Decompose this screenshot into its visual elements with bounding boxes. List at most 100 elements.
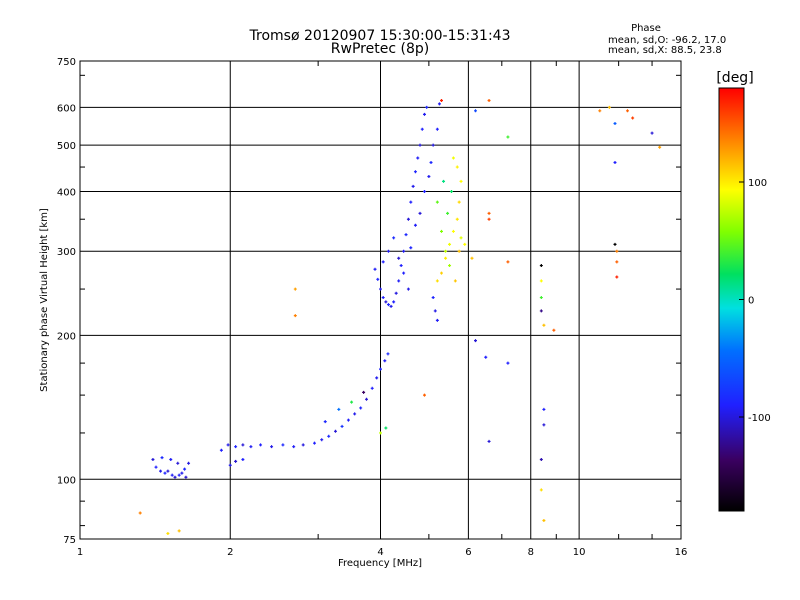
echo-point <box>435 200 439 204</box>
echo-point <box>219 448 223 452</box>
echo-point <box>301 443 305 447</box>
echo-point <box>448 242 452 246</box>
echo-point <box>613 122 617 126</box>
echo-point <box>487 439 491 443</box>
phase-stats-x-mode: mean, sd,X: 88.5, 23.8 <box>608 45 722 56</box>
colorbar-tick-label: 0 <box>748 296 754 307</box>
echo-point <box>249 445 253 449</box>
x-tick-label: 4 <box>377 547 383 558</box>
echo-point <box>459 179 463 183</box>
echo-point <box>365 397 369 401</box>
echo-point <box>451 156 455 160</box>
echo-point <box>473 339 477 343</box>
echo-point <box>406 217 410 221</box>
echo-point <box>234 445 238 449</box>
echo-point <box>350 400 354 404</box>
echo-point <box>399 264 403 268</box>
x-tick-label: 16 <box>675 547 688 558</box>
phase-stats-o-mode: mean, sd,O: -96.2, 17.0 <box>608 35 726 46</box>
echo-point <box>542 423 546 427</box>
echo-point <box>487 211 491 215</box>
echo-point <box>487 217 491 221</box>
echo-point <box>293 314 297 318</box>
echo-point <box>427 174 431 178</box>
echo-point <box>353 412 357 416</box>
echo-point <box>598 109 602 113</box>
echo-point <box>160 456 164 460</box>
colorbar-tick-label: -100 <box>748 413 771 424</box>
echo-point <box>383 359 387 363</box>
echo-point <box>234 459 238 463</box>
echo-point <box>397 279 401 283</box>
echo-point <box>337 407 341 411</box>
grid-lines <box>80 61 681 539</box>
y-tick-label: 750 <box>57 57 76 68</box>
echo-point <box>386 249 390 253</box>
echo-point <box>386 352 390 356</box>
echo-point <box>473 109 477 113</box>
echo-point <box>607 105 611 109</box>
echo-point <box>433 309 437 313</box>
echo-point <box>422 112 426 116</box>
echo-point <box>381 260 385 264</box>
echo-point <box>173 475 177 479</box>
echo-point <box>650 131 654 135</box>
echo-point <box>312 441 316 445</box>
echo-point <box>184 475 188 479</box>
echo-point <box>613 242 617 246</box>
echo-point <box>362 390 366 394</box>
echo-point <box>241 443 245 447</box>
echo-point <box>392 300 396 304</box>
echo-point <box>376 277 380 281</box>
echo-point <box>404 233 408 237</box>
echo-point <box>444 249 448 253</box>
echo-point <box>455 165 459 169</box>
echo-point <box>170 473 174 477</box>
colorbar-label: [deg] <box>716 70 753 86</box>
echo-point <box>539 309 543 313</box>
echo-point <box>386 303 390 307</box>
echo-point <box>381 296 385 300</box>
echo-point <box>413 223 417 227</box>
echo-point <box>228 463 232 467</box>
echo-point <box>340 424 344 428</box>
echo-point <box>539 296 543 300</box>
x-tick-label: 8 <box>528 547 534 558</box>
y-tick-label: 100 <box>57 475 76 486</box>
chart-title: Tromsø 20120907 15:30:00-15:31:43 <box>249 28 511 44</box>
echo-point <box>420 127 424 131</box>
echo-point <box>539 264 543 268</box>
echo-point <box>451 229 455 233</box>
echo-point <box>539 279 543 283</box>
y-tick-label: 500 <box>57 141 76 152</box>
y-tick-label: 200 <box>57 331 76 342</box>
echo-point <box>320 438 324 442</box>
echo-point <box>187 461 191 465</box>
echo-point <box>440 271 443 275</box>
echo-point <box>506 260 510 264</box>
echo-point <box>169 457 173 461</box>
echo-point <box>346 418 350 422</box>
echo-point <box>327 434 331 438</box>
echo-point <box>484 355 488 359</box>
echo-point <box>506 135 510 139</box>
echo-point <box>615 260 619 264</box>
echo-point <box>431 296 435 300</box>
x-axis: 1 2 4 6 8 10 16 <box>77 61 688 558</box>
echo-point <box>487 99 491 103</box>
echo-point <box>457 200 461 204</box>
chart-subtitle: RwPretec (8p) <box>331 41 429 57</box>
y-tick-label: 600 <box>57 103 76 114</box>
y-tick-label: 400 <box>57 187 76 198</box>
echo-point <box>411 184 415 188</box>
echo-point <box>542 323 546 327</box>
echo-point <box>552 328 556 332</box>
x-tick-label: 6 <box>465 547 471 558</box>
echo-point <box>389 304 393 308</box>
echo-point <box>431 143 435 147</box>
echo-point <box>542 518 546 522</box>
echo-point <box>446 211 450 215</box>
echo-point <box>440 229 443 233</box>
echo-point <box>542 407 546 411</box>
